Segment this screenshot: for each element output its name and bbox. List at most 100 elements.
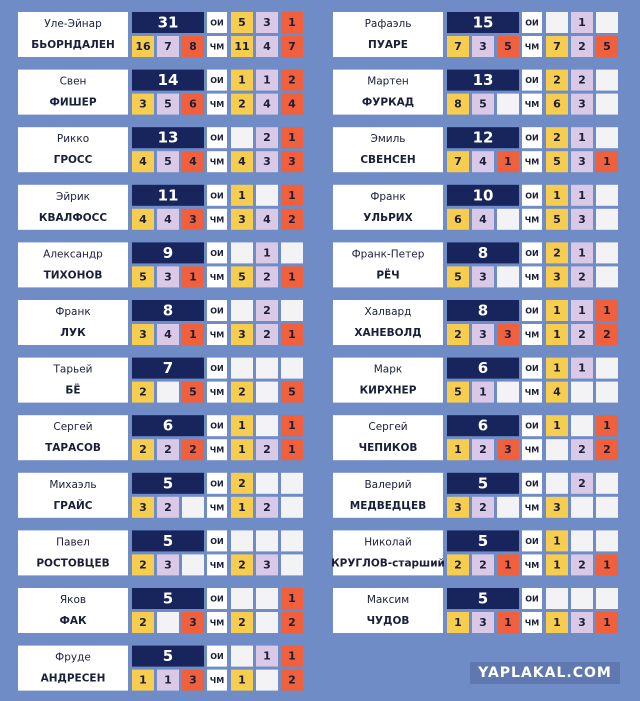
medal-count: 5 bbox=[553, 155, 561, 168]
name-box bbox=[333, 242, 443, 288]
medal-cell bbox=[231, 612, 253, 633]
medal-cell bbox=[157, 324, 179, 345]
medal-count: 1 bbox=[288, 189, 296, 202]
row-label: ОИ bbox=[525, 364, 539, 373]
medal-cell bbox=[546, 184, 568, 206]
medal-cell bbox=[182, 93, 204, 115]
medal-count: 2 bbox=[578, 270, 586, 283]
medal-count: 3 bbox=[139, 328, 147, 341]
medal-cell bbox=[281, 439, 303, 461]
medal-cell bbox=[231, 357, 253, 379]
medal-count: 3 bbox=[164, 558, 172, 571]
row-label: ЧМ bbox=[210, 446, 224, 455]
last-name: ФИШЕР bbox=[49, 97, 96, 109]
name-box bbox=[18, 127, 128, 173]
medal-cell bbox=[256, 36, 278, 57]
total: 5 bbox=[163, 647, 173, 665]
medal-count: 2 bbox=[238, 558, 246, 571]
row-label: ЧМ bbox=[525, 331, 539, 340]
row-label-box bbox=[522, 554, 542, 576]
medal-count: 3 bbox=[553, 270, 561, 283]
medal-cell bbox=[157, 496, 179, 518]
medal-count: 1 bbox=[603, 616, 611, 629]
medal-cell bbox=[546, 554, 568, 576]
medal-count: 3 bbox=[578, 155, 586, 168]
medal-count: 1 bbox=[288, 443, 296, 456]
row-label-box bbox=[207, 184, 227, 206]
first-name: Свен bbox=[60, 76, 87, 88]
row-label-box bbox=[207, 151, 227, 173]
medal-cell bbox=[132, 381, 154, 403]
medal-count: 3 bbox=[189, 674, 197, 687]
last-name: РЁЧ bbox=[376, 267, 399, 281]
first-name: Павел bbox=[56, 536, 90, 548]
medal-cell bbox=[132, 208, 154, 230]
first-name: Максим bbox=[367, 594, 409, 606]
medal-cell bbox=[447, 208, 469, 230]
first-name: Мартен bbox=[367, 76, 409, 88]
medal-count: 2 bbox=[139, 443, 147, 456]
medal-cell bbox=[546, 93, 568, 115]
name-box bbox=[18, 530, 128, 576]
row-label: ЧМ bbox=[210, 215, 224, 224]
medal-count: 2 bbox=[164, 501, 172, 514]
total-box bbox=[447, 588, 519, 609]
total-box bbox=[447, 357, 519, 379]
medal-cell bbox=[596, 415, 618, 437]
medal-count: 3 bbox=[288, 155, 296, 168]
medal-cell bbox=[157, 381, 179, 403]
medal-count: 1 bbox=[479, 386, 487, 399]
name-box bbox=[333, 12, 443, 57]
total-box bbox=[447, 12, 519, 33]
row-label-box bbox=[522, 36, 542, 57]
medal-count: 2 bbox=[263, 443, 271, 456]
first-name: Марк bbox=[374, 364, 403, 376]
medal-cell bbox=[256, 496, 278, 518]
medal-cell bbox=[281, 208, 303, 230]
row-label: ОИ bbox=[210, 595, 224, 604]
medal-count: 2 bbox=[263, 270, 271, 283]
medal-count: 1 bbox=[603, 155, 611, 168]
medal-cell bbox=[256, 127, 278, 149]
medal-count: 3 bbox=[238, 213, 246, 226]
row-label-box bbox=[522, 93, 542, 115]
row-label-box bbox=[207, 530, 227, 552]
medal-count: 4 bbox=[553, 386, 561, 399]
row-label-box bbox=[522, 242, 542, 264]
medal-cell bbox=[231, 472, 253, 494]
medal-count: 5 bbox=[454, 270, 462, 283]
row-label-box bbox=[207, 472, 227, 494]
last-name: ФУРКАД bbox=[362, 97, 414, 109]
medal-cell bbox=[546, 242, 568, 264]
medal-cell bbox=[231, 300, 253, 321]
medal-count: 1 bbox=[238, 501, 246, 514]
medal-count: 4 bbox=[139, 155, 147, 168]
total: 6 bbox=[163, 417, 173, 435]
total-box bbox=[132, 415, 204, 437]
first-name: Сергей bbox=[53, 421, 92, 433]
medal-count: 3 bbox=[263, 16, 271, 29]
medal-count: 2 bbox=[238, 98, 246, 111]
medal-cell bbox=[256, 554, 278, 576]
medal-cell bbox=[281, 381, 303, 403]
total-box bbox=[447, 300, 519, 321]
row-label-box bbox=[522, 69, 542, 91]
medal-count: 7 bbox=[288, 40, 296, 53]
last-name: ТАРАСОВ bbox=[45, 442, 101, 454]
medal-count: 7 bbox=[454, 40, 462, 53]
first-name: Николай bbox=[364, 536, 411, 548]
row-label: ЧМ bbox=[525, 273, 539, 282]
last-name: ФАК bbox=[59, 615, 87, 627]
medal-cell bbox=[497, 612, 519, 633]
medal-count: 1 bbox=[578, 16, 586, 29]
medal-count: 2 bbox=[288, 616, 296, 629]
medal-count: 5 bbox=[189, 386, 197, 399]
medal-count: 3 bbox=[164, 270, 172, 283]
medal-cell bbox=[256, 612, 278, 633]
medal-count: 1 bbox=[288, 419, 296, 432]
medal-count: 1 bbox=[238, 419, 246, 432]
medal-cell bbox=[182, 439, 204, 461]
medal-count: 2 bbox=[263, 501, 271, 514]
medal-count: 3 bbox=[578, 98, 586, 111]
